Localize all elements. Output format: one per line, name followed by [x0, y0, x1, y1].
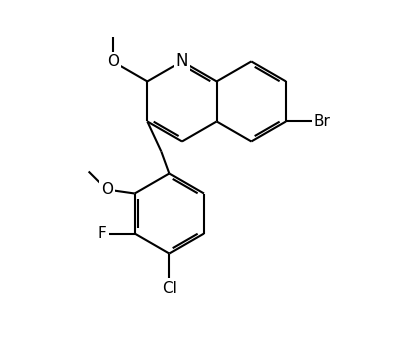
Text: O: O [107, 54, 119, 69]
Text: N: N [176, 52, 188, 70]
Text: F: F [98, 226, 107, 241]
Text: Cl: Cl [162, 281, 177, 296]
Text: O: O [101, 182, 113, 197]
Text: Br: Br [314, 114, 330, 129]
